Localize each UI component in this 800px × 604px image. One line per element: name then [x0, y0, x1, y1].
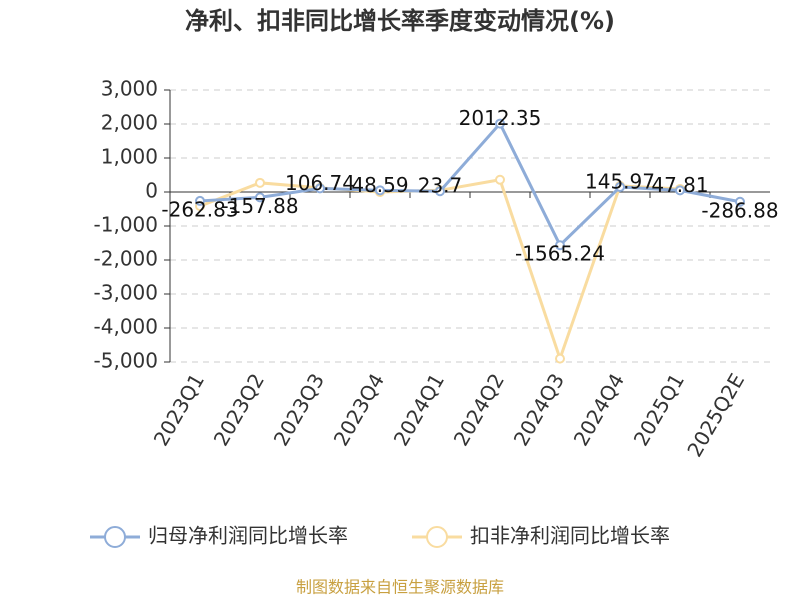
legend-label: 归母净利润同比增长率	[148, 524, 348, 548]
data-label: -286.88	[701, 198, 778, 222]
y-tick-label: 1,000	[101, 145, 158, 169]
y-tick-label: -3,000	[94, 281, 158, 305]
data-label: 47.81	[651, 173, 708, 197]
data-point	[555, 353, 565, 364]
series-line	[199, 120, 741, 248]
data-point	[435, 186, 445, 197]
x-tick-label: 2023Q2	[209, 369, 269, 450]
data-point	[495, 118, 505, 129]
data-label: -262.83	[161, 197, 238, 221]
data-label: 106.74	[285, 171, 355, 195]
data-point	[255, 177, 265, 188]
data-label: 2012.35	[459, 106, 542, 130]
chart-title: 净利、扣非同比增长率季度变动情况(%)	[185, 7, 615, 35]
legend-label: 扣非净利润同比增长率	[470, 524, 670, 548]
x-tick-label: 2024Q1	[389, 369, 449, 450]
data-point	[735, 196, 745, 207]
x-tick-label: 2025Q2E	[682, 369, 749, 461]
data-label: 145.97	[585, 170, 655, 194]
y-tick-label: -1,000	[94, 213, 158, 237]
legend-marker	[426, 526, 448, 548]
y-tick-label: -5,000	[94, 349, 158, 373]
y-tick-label: 3,000	[101, 77, 158, 101]
data-label: -157.88	[221, 194, 298, 218]
data-point	[615, 182, 625, 193]
x-tick-label: 2023Q3	[269, 369, 329, 450]
y-tick-label: 0	[145, 179, 158, 203]
data-point	[555, 240, 565, 251]
legend-item: 归母净利润同比增长率	[90, 524, 348, 548]
data-label: 23.7	[418, 174, 463, 198]
source-note: 制图数据来自恒生聚源数据库	[296, 578, 504, 597]
y-tick-label: -2,000	[94, 247, 158, 271]
data-point	[255, 192, 265, 203]
data-point	[675, 185, 685, 196]
data-label: 48.59	[351, 173, 408, 197]
legend-marker	[104, 526, 126, 548]
data-label: -1565.24	[515, 242, 605, 266]
y-tick-label: -4,000	[94, 315, 158, 339]
x-tick-label: 2024Q2	[449, 369, 509, 450]
x-tick-label: 2023Q1	[149, 369, 209, 450]
data-point	[195, 195, 205, 206]
data-point	[495, 174, 505, 185]
legend-item: 扣非净利润同比增长率	[412, 524, 670, 548]
x-tick-label: 2025Q1	[629, 369, 689, 450]
data-point	[315, 183, 325, 194]
y-tick-label: 2,000	[101, 111, 158, 135]
data-point	[375, 185, 385, 196]
x-tick-label: 2024Q3	[509, 369, 569, 450]
x-tick-label: 2023Q4	[329, 369, 389, 450]
x-tick-label: 2024Q4	[569, 369, 629, 450]
